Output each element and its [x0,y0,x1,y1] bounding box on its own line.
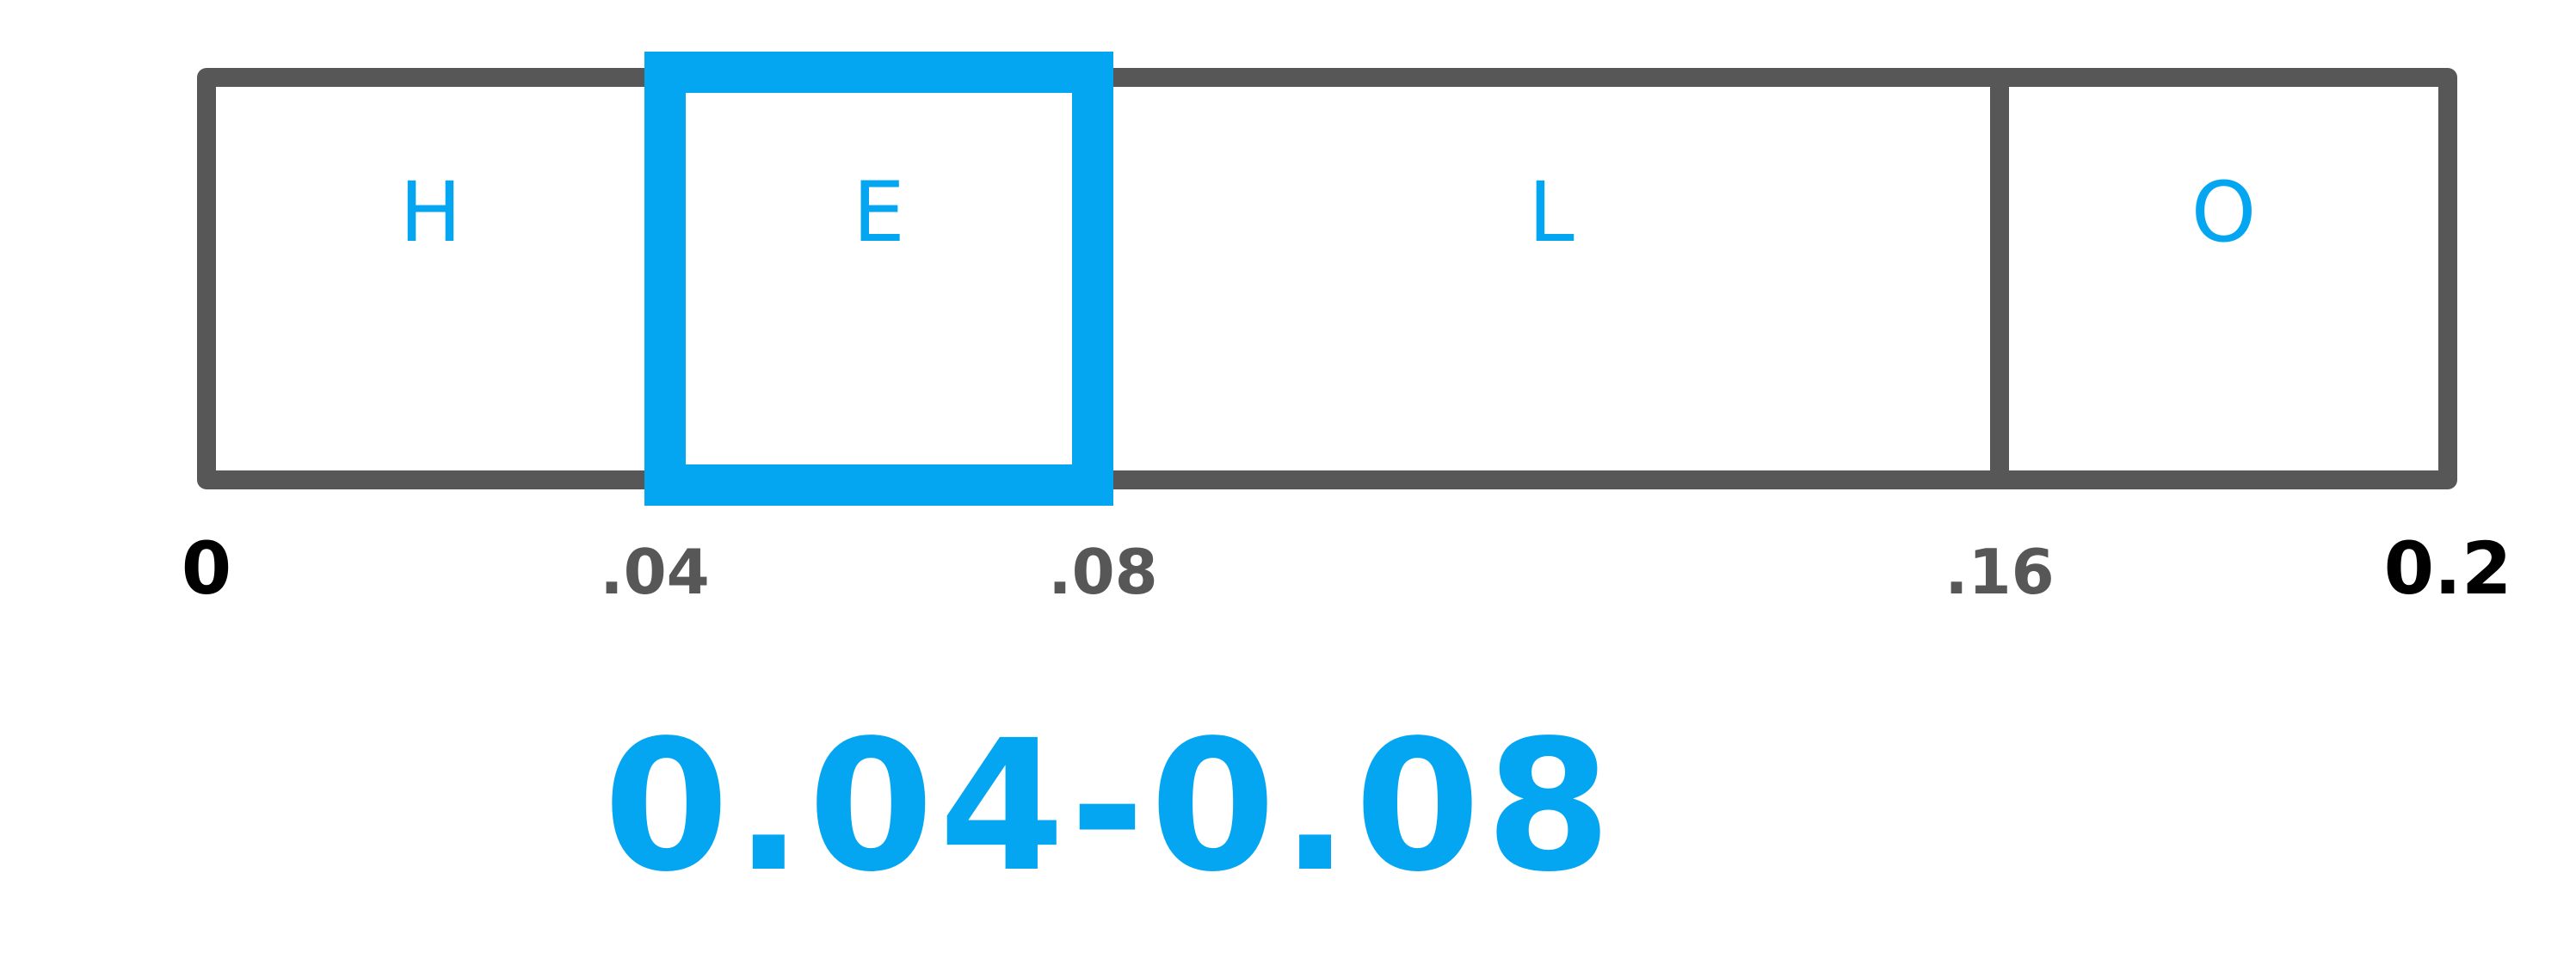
tick-label: 0 [182,526,231,611]
segment-letter-l: L [1528,164,1574,261]
tick-label: .04 [600,536,710,608]
tick-labels: 0 .04 .08 .16 0.2 [182,526,2512,611]
segment-letter-e: E [853,164,905,261]
highlighted-interval [644,52,1113,506]
segment-letter-o: O [2191,164,2257,261]
tick-label: .08 [1048,536,1158,608]
segment-letter-h: H [399,164,461,261]
interval-bar [197,68,2457,489]
highlight-box [644,52,1113,506]
tick-label: 0.2 [2384,526,2512,611]
tick-label: .16 [1944,536,2055,608]
bar-outline [197,68,2457,489]
result-interval-label: 0.04-0.08 [603,701,1616,912]
